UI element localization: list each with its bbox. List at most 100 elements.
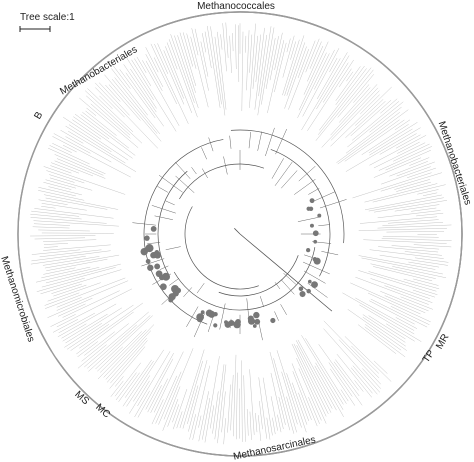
leaf-branch (345, 127, 421, 172)
leaf-branch (388, 219, 439, 224)
leaf-branch (53, 133, 91, 154)
leaf-branch (277, 414, 282, 433)
tree-scale: Tree scale:1 (19, 12, 75, 32)
node-marker (153, 251, 158, 256)
leaf-branch (335, 359, 359, 391)
leaf-branch (414, 257, 449, 263)
leaf-branch (329, 57, 338, 73)
leaf-branch (131, 59, 177, 132)
leaf-branch (49, 145, 90, 165)
leaf-branch (163, 50, 184, 99)
leaf-branch (51, 162, 80, 174)
leaf-branch (369, 128, 413, 156)
tree-scale-label: Tree scale:1 (20, 12, 75, 23)
leaf-branch (88, 315, 151, 372)
internal-branch (196, 283, 205, 294)
leaf-branch (258, 415, 262, 441)
clade-label-methanobacteriales-top: Methanobacteriales (58, 44, 139, 97)
leaf-branch (352, 365, 378, 395)
leaf-branch (174, 35, 199, 109)
internal-branch (248, 131, 251, 149)
leaf-branch (52, 143, 72, 153)
leaf-branch (56, 297, 82, 308)
leaf-branch (217, 31, 227, 110)
node-marker (140, 247, 148, 256)
leaf-branch (385, 150, 431, 171)
leaf-branch (220, 34, 223, 50)
leaf-branch (338, 339, 382, 385)
clade-label-methanosarcinales: Methanosarcinales (232, 434, 316, 462)
leaf-branch (214, 364, 225, 440)
leaf-branch (147, 385, 162, 413)
leaf-branch (56, 158, 106, 179)
leaf-branch (315, 362, 344, 410)
leaf-branch (292, 371, 312, 421)
leaf-branch (365, 324, 402, 351)
leaf-branch (41, 203, 87, 211)
leaf-branch (377, 210, 441, 219)
leaf-branch (245, 35, 247, 53)
leaf-branch (189, 414, 196, 440)
internal-branch (280, 279, 295, 295)
internal-branch (169, 278, 180, 286)
leaf-branch (167, 398, 179, 427)
leaf-branch (362, 316, 406, 347)
leaf-branch (395, 317, 418, 329)
leaf-branch (318, 67, 372, 135)
leaf-branch (87, 324, 137, 369)
leaf-branch (145, 358, 174, 410)
node-markers (140, 198, 322, 329)
leaf-branch (129, 380, 150, 414)
leaf-branch (372, 184, 446, 203)
leaf-branch (31, 249, 81, 255)
backbone-arc (230, 129, 345, 244)
node-marker (158, 274, 165, 281)
leaf-branch (190, 36, 209, 108)
internal-branch (208, 137, 214, 152)
leaf-branch (42, 256, 100, 266)
leaf-branch (337, 74, 375, 118)
leaf-branch (186, 33, 197, 69)
leaf-branch (380, 98, 398, 114)
leaf-branch (367, 292, 431, 323)
leaf-branch (44, 277, 126, 309)
leaf-branch (70, 324, 110, 351)
leaf-branch (333, 361, 360, 397)
node-marker (311, 281, 318, 289)
leaf-branch (182, 360, 203, 429)
node-marker (205, 309, 213, 317)
leaf-branch (97, 329, 147, 380)
leaf-branch (293, 343, 329, 415)
leaf-branch (404, 251, 442, 256)
leaf-branch (303, 41, 329, 95)
leaf-branch (378, 246, 439, 253)
leaf-branch (172, 389, 188, 430)
leaf-branch (112, 65, 131, 89)
internal-branch (223, 156, 228, 175)
leaf-branch (344, 119, 405, 162)
leaf-branch (390, 306, 430, 325)
leaf-branch (358, 227, 447, 231)
leaf-branch (62, 313, 108, 342)
internal-branch (175, 175, 195, 193)
backbone-arc (157, 170, 188, 276)
node-marker (228, 320, 235, 327)
leaf-branch (68, 130, 137, 172)
leaf-branch (370, 298, 428, 328)
internal-branch (147, 242, 161, 244)
internal-branch (219, 303, 226, 330)
leaf-branch (369, 106, 402, 133)
leaf-branch (227, 384, 231, 433)
leaf-branch (222, 23, 227, 72)
internal-branch (274, 161, 293, 186)
leaf-branch (118, 372, 140, 402)
leaf-branch (384, 285, 433, 303)
leaf-branch (136, 56, 147, 73)
internal-branch (274, 282, 281, 290)
leaf-branch (347, 309, 407, 351)
leaf-branch (177, 35, 196, 93)
leaf-branch (201, 33, 207, 53)
leaf-branch (223, 418, 226, 445)
leaf-branch (257, 26, 272, 116)
internal-branch (321, 251, 339, 256)
